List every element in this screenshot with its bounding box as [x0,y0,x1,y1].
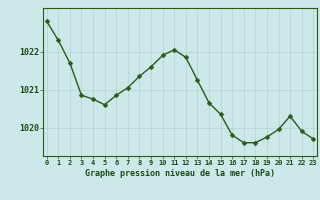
X-axis label: Graphe pression niveau de la mer (hPa): Graphe pression niveau de la mer (hPa) [85,169,275,178]
